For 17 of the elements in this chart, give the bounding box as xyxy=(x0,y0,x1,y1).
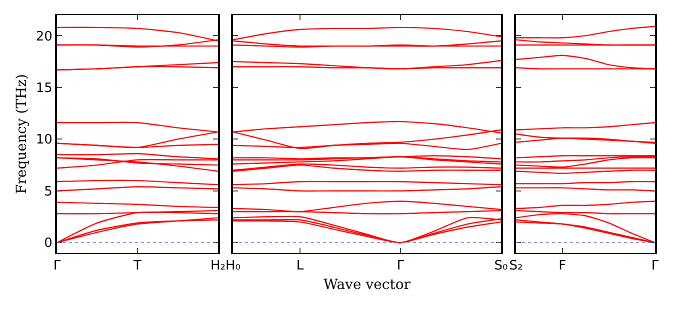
x-axis-title: Wave vector xyxy=(324,276,411,293)
x-tick-label: H₀ xyxy=(226,258,240,274)
x-tick-label: S₂ xyxy=(509,258,523,274)
y-tick-label: 5 xyxy=(44,184,52,200)
y-tick-label: 15 xyxy=(36,80,52,96)
x-tick-label: T xyxy=(132,258,142,274)
y-axis-title: Frequency (THz) xyxy=(14,74,30,194)
x-tick-label: H₂ xyxy=(210,258,226,274)
x-tick-label: Γ xyxy=(396,258,405,274)
y-tick-label: 0 xyxy=(44,236,52,252)
y-tick-label: 20 xyxy=(36,29,52,44)
x-tick-label: S₀ xyxy=(494,258,508,274)
x-tick-label: Γ xyxy=(53,258,62,274)
x-tick-label: L xyxy=(296,258,304,274)
x-tick-label: Γ xyxy=(651,258,660,274)
x-tick-label: F xyxy=(558,258,566,274)
y-tick-label: 10 xyxy=(36,132,52,148)
